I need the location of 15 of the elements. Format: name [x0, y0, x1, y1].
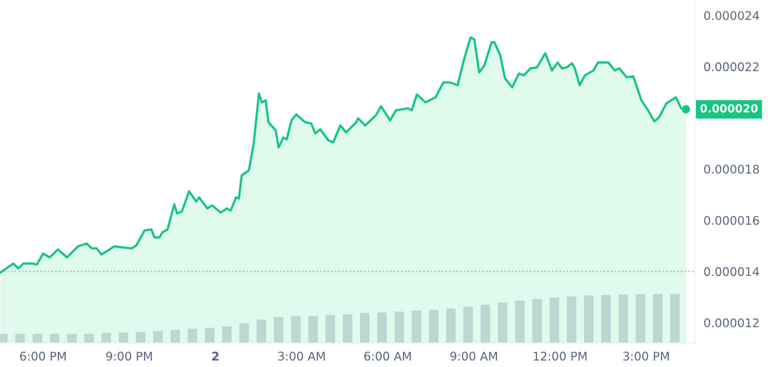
y-tick-label: 0.000024 [704, 11, 760, 20]
x-tick-label: 3:00 PM [623, 352, 669, 361]
x-tick-label: 9:00 AM [450, 352, 497, 361]
x-tick-label: 9:00 PM [106, 352, 152, 361]
y-tick-label: 0.000022 [704, 62, 759, 72]
x-tick-label: 2 [212, 352, 218, 360]
annotation: 0.000020 [700, 104, 758, 113]
y-tick-label: 0.000016 [704, 216, 759, 225]
y-tick-label: 0.000018 [704, 164, 759, 174]
x-tick-label: 6:00 PM [20, 352, 66, 361]
x-tick-label: 12:00 PM [534, 352, 586, 361]
y-tick-label: 0.000014 [704, 267, 760, 276]
x-tick-label: 3:00 AM [278, 352, 325, 361]
y-tick-label: 0.000012 [704, 318, 759, 328]
x-tick-label: 6:00 AM [364, 352, 411, 361]
